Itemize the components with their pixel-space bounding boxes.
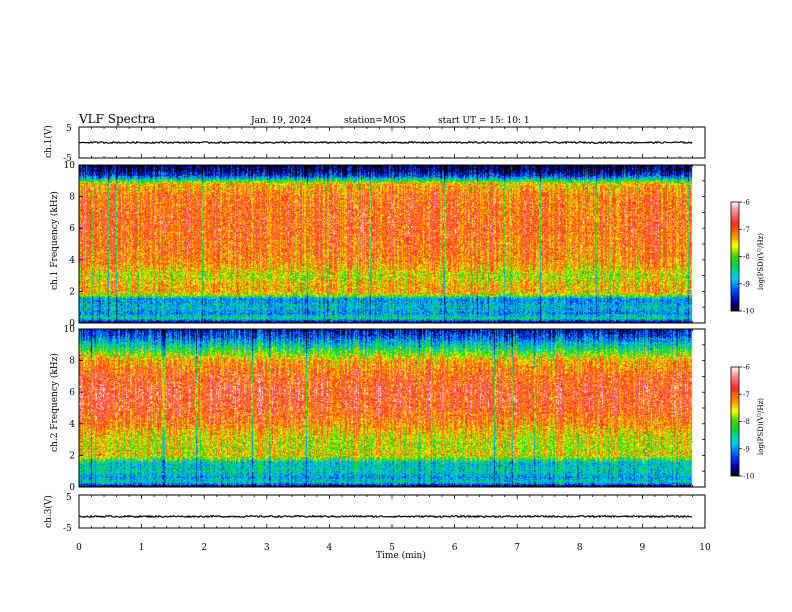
frequency-tick-label: 8 [69, 357, 75, 367]
ch3-voltage-ylabel: ch.3(V) [43, 495, 54, 528]
time-tick-label: 2 [201, 543, 207, 553]
frequency-tick-label: 2 [69, 451, 75, 461]
ch3-voltage-xticks [78, 495, 706, 528]
time-tick-label: 9 [640, 543, 646, 553]
ch2-frequency-yticks: 0 2 4 6 8 10 [64, 325, 705, 493]
ch1-frequency-yticks: 0 2 4 6 8 10 [64, 161, 705, 329]
ch2-colorbar-label: log(PSD)(V²/Hz) [757, 398, 765, 455]
ch1-ytick-top: 5 [66, 124, 72, 134]
station-label: station=MOS [344, 116, 406, 126]
frequency-tick-label: 0 [69, 483, 75, 493]
time-tick-label: 8 [577, 543, 583, 553]
ch3-voltage-trace [78, 514, 693, 519]
ch2-colorbar: -6 -7 -8 -9 -10 log(PSD)(V²/Hz) [730, 364, 765, 481]
time-tick-label: 7 [514, 543, 520, 553]
ch2-spectrogram-xticks [78, 329, 706, 487]
ch1-spectrogram-panel: 0 2 4 6 8 10 ch.1 Frequency (kHz) [49, 161, 706, 329]
ch2-colorbar-gradient [730, 366, 740, 477]
colorbar-tick-label: -10 [743, 308, 754, 316]
frequency-tick-label: 4 [69, 256, 75, 266]
date-label: Jan. 19, 2024 [250, 116, 312, 126]
colorbar-tick-label: -8 [743, 253, 750, 261]
ch1-voltage-ylabel: ch.1(V) [43, 125, 54, 158]
header: VLF Spectra Jan. 19, 2024 station=MOS st… [78, 112, 530, 126]
ch2-spectrogram-panel: 0 2 4 6 8 10 ch.2 Frequency (kHz) [49, 325, 706, 493]
time-tick-label: 6 [452, 543, 458, 553]
ch1-spectrogram-image [79, 165, 705, 323]
ch3-voltage-frame [78, 494, 706, 529]
ch1-frequency-ylabel: ch.1 Frequency (kHz) [49, 191, 60, 290]
colorbar-tick-label: -9 [743, 445, 750, 453]
ch1-colorbar-label: log(PSD)(V²/Hz) [757, 233, 765, 290]
frequency-tick-label: 4 [69, 420, 75, 430]
ch3-ytick-bottom: -5 [63, 524, 72, 534]
time-axis-label: Time (min) [376, 550, 426, 561]
frequency-tick-label: 6 [69, 388, 75, 398]
frequency-tick-label: 8 [69, 193, 75, 203]
frequency-tick-label: 2 [69, 287, 75, 297]
colorbar-tick-label: -7 [743, 226, 750, 234]
ch3-ytick-top: 5 [66, 493, 72, 503]
colorbar-tick-label: -6 [743, 364, 750, 372]
time-tick-label: 10 [699, 543, 711, 553]
frequency-tick-label: 6 [69, 224, 75, 234]
colorbar-tick-label: -10 [743, 473, 754, 481]
ch1-colorbar: -6 -7 -8 -9 -10 log(PSD)(V²/Hz) [730, 199, 765, 316]
start-ut-label: start UT = 15: 10: 1 [438, 116, 530, 126]
time-axis-tick-labels: 0 1 2 3 4 5 6 7 8 9 10 [76, 543, 711, 553]
ch2-frequency-ylabel: ch.2 Frequency (kHz) [49, 353, 60, 452]
ch3-voltage-panel: 5 -5 ch.3(V) [43, 493, 706, 534]
ch1-voltage-panel: 5 -5 ch.1(V) [43, 124, 706, 164]
ch2-colorbar-ticks: -6 -7 -8 -9 -10 [739, 364, 754, 481]
ch1-colorbar-ticks: -6 -7 -8 -9 -10 [739, 199, 754, 316]
colorbar-tick-label: -8 [743, 418, 750, 426]
colorbar-tick-label: -6 [743, 199, 750, 207]
ch1-voltage-xticks [78, 127, 706, 158]
ch1-colorbar-gradient [730, 201, 740, 312]
frequency-tick-label: 10 [64, 161, 76, 171]
spec2-raster [79, 329, 705, 487]
ch2-spectrogram-image [79, 329, 705, 487]
figure-title: VLF Spectra [78, 112, 155, 126]
time-tick-label: 5 [389, 543, 395, 553]
time-tick-label: 0 [76, 543, 82, 553]
ch1-spectrogram-xticks [78, 165, 706, 323]
time-tick-label: 1 [139, 543, 145, 553]
frequency-tick-label: 10 [64, 325, 76, 335]
ch1-ytick-bottom: -5 [63, 154, 72, 164]
colorbar-tick-label: -7 [743, 391, 750, 399]
ch1-voltage-trace [78, 140, 693, 145]
time-tick-label: 3 [264, 543, 270, 553]
spec1-raster [79, 165, 705, 323]
frequency-tick-label: 0 [69, 319, 75, 329]
colorbar-tick-label: -9 [743, 280, 750, 288]
time-tick-label: 4 [327, 543, 333, 553]
